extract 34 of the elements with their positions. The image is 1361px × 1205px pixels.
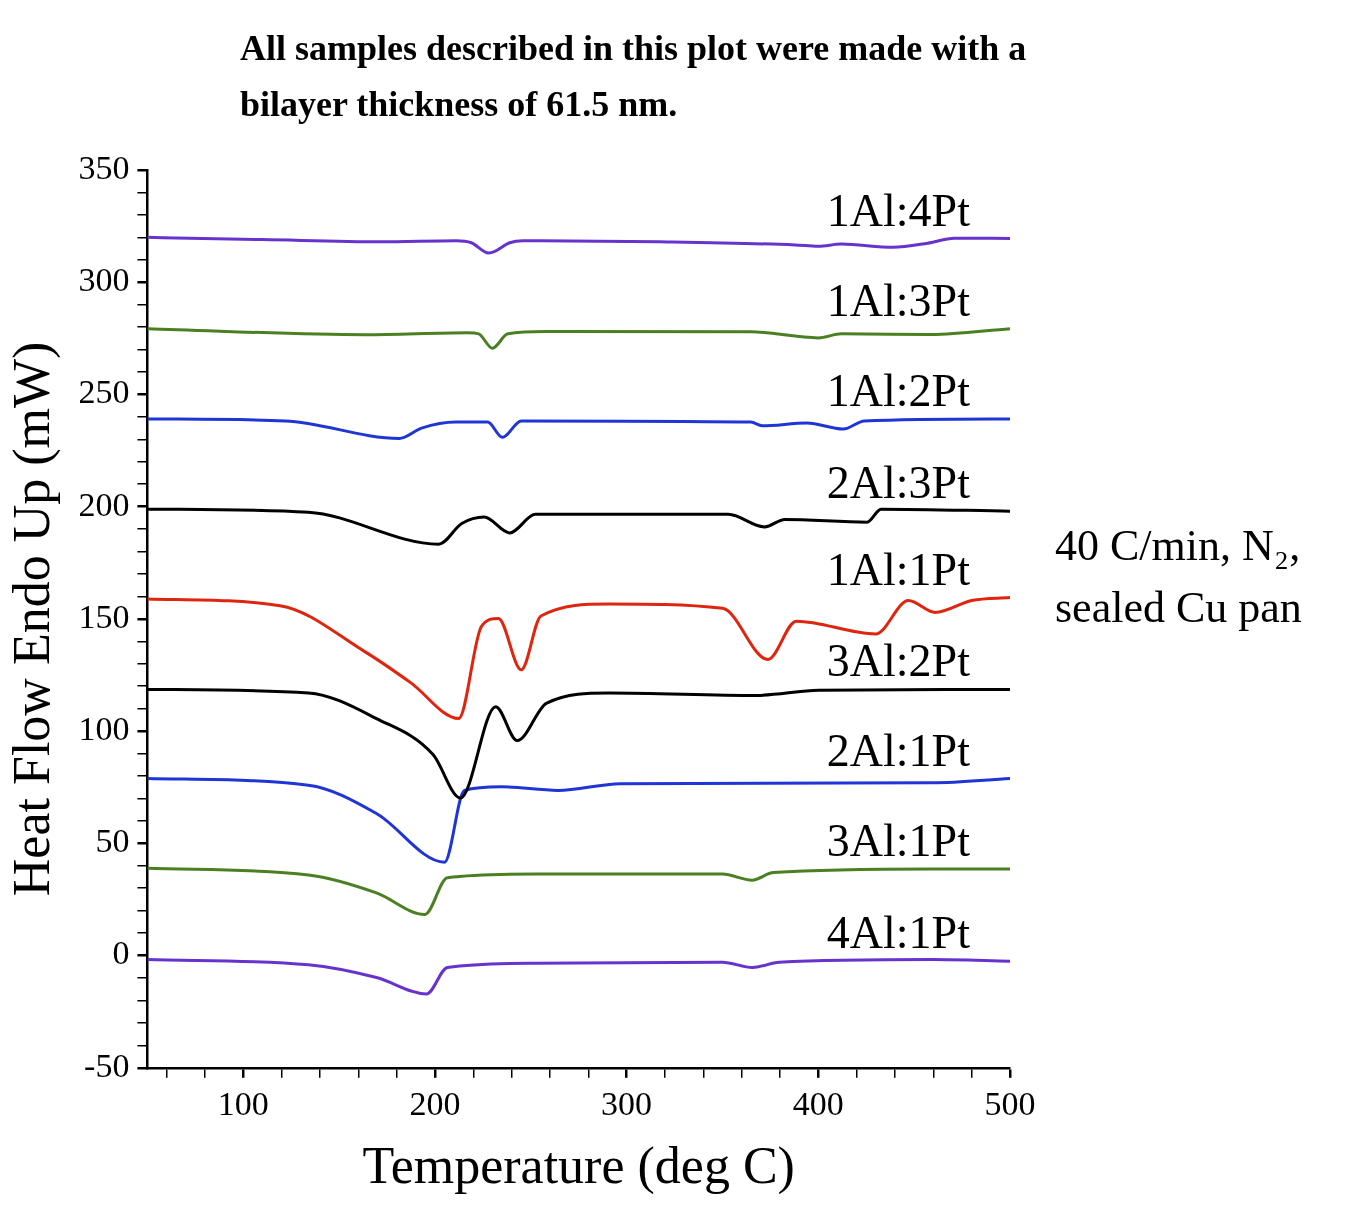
y-tick-label: 200 (78, 485, 130, 523)
text: 40 C/min, N₂, sealed Cu pan (1055, 520, 1303, 634)
x-tick-label: 400 (792, 1085, 844, 1123)
line-series (147, 417, 1010, 440)
x-axis-title: Temperature (deg C) (362, 1137, 795, 1196)
y-tick-label: 250 (78, 373, 130, 411)
line-series (147, 958, 1010, 996)
series-label: 2Al:3Pt (826, 457, 971, 509)
series-label: 1Al:1Pt (826, 543, 971, 595)
line-series (147, 235, 1010, 255)
y-tick-label: 50 (95, 822, 130, 860)
series-label: 2Al:1Pt (826, 724, 971, 776)
line-series (147, 866, 1010, 916)
y-tick-label: 300 (78, 261, 130, 299)
series-label: 3Al:1Pt (826, 815, 971, 867)
line-series (147, 596, 1010, 721)
y-tick-label: 100 (78, 710, 130, 748)
chart-title: All samples described in this plot were made with a bilayer thickness of 61.5 nm. (240, 27, 1028, 126)
series-label: 1Al:3Pt (826, 274, 971, 326)
x-tick-label: 500 (984, 1085, 1036, 1123)
line-series (147, 776, 1010, 864)
series-label: 4Al:1Pt (826, 907, 971, 959)
x-tick-label: 100 (217, 1085, 269, 1123)
series-label: 1Al:2Pt (826, 364, 971, 416)
series-label: 1Al:4Pt (826, 184, 971, 236)
y-axis-title: Heat Flow Endo Up (mW) (2, 341, 61, 897)
series-label: 3Al:2Pt (826, 635, 971, 687)
x-tick-label: 300 (601, 1085, 653, 1123)
y-tick-label: 150 (78, 597, 130, 635)
x-tick-label: 200 (409, 1085, 461, 1123)
line-series (147, 327, 1010, 350)
y-tick-label: -50 (84, 1046, 130, 1084)
y-tick-label: 0 (112, 934, 130, 972)
y-tick-label: 350 (78, 148, 130, 186)
